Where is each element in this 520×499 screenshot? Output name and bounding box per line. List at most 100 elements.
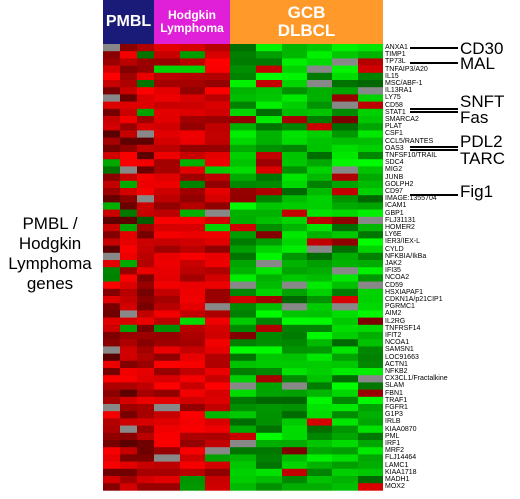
heatmap-cell (103, 188, 120, 196)
heatmap-cell (282, 231, 307, 239)
heatmap-cell (137, 483, 154, 491)
heatmap-cell (180, 87, 205, 95)
heatmap-cell (205, 72, 230, 81)
heatmap-cell (256, 267, 282, 275)
heatmap-cell (120, 468, 137, 477)
expression-heatmap (103, 44, 383, 491)
heatmap-cell (332, 202, 358, 210)
heatmap-cell (282, 418, 307, 426)
gene-label: SMARCA2 (385, 116, 419, 123)
heatmap-cell (120, 137, 137, 146)
heatmap-cell (307, 116, 332, 124)
marker-line (410, 146, 458, 148)
heatmap-cell (137, 152, 154, 160)
gene-label: GBP1 (385, 209, 404, 217)
heatmap-cell (120, 44, 137, 52)
heatmap-cell (205, 404, 230, 412)
heatmap-cell (307, 317, 332, 326)
heatmap-cell (256, 360, 282, 369)
heatmap-cell (282, 447, 307, 455)
heatmap-cell (256, 339, 282, 347)
heatmap-cell (256, 188, 282, 196)
heatmap-cell (137, 123, 154, 131)
heatmap-cell (307, 368, 332, 376)
heatmap-cell (120, 425, 137, 434)
heatmap-cell (332, 152, 358, 160)
heatmap-cell (103, 209, 120, 218)
heatmap-cell (230, 195, 256, 203)
heatmap-cell (256, 101, 282, 110)
heatmap-cell (307, 123, 332, 131)
heatmap-cell (180, 101, 205, 110)
gene-label: JUNB (385, 173, 404, 181)
heatmap-cell (358, 252, 383, 261)
heatmap-cell (103, 274, 120, 282)
heatmap-cell (120, 281, 137, 290)
gene-label: G1P3 (385, 411, 403, 419)
heatmap-cell (358, 324, 383, 333)
heatmap-cell (282, 375, 307, 383)
heatmap-cell (332, 260, 358, 268)
heatmap-cell (103, 368, 120, 376)
heatmap-cell (120, 447, 137, 455)
heatmap-cell (154, 360, 180, 369)
heatmap-cell (332, 130, 358, 138)
heatmap-cell (205, 389, 230, 398)
heatmap-cell (307, 310, 332, 318)
hodgkin-header: Hodgkin Lymphoma (154, 0, 230, 44)
heatmap-cell (120, 144, 137, 153)
gcb-header-label: GCB DLBCL (278, 4, 336, 40)
heatmap-cell (307, 281, 332, 290)
heatmap-cell (180, 245, 205, 254)
heatmap-cell (137, 461, 154, 470)
heatmap-cell (103, 116, 120, 124)
heatmap-cell (180, 180, 205, 189)
heatmap-cell (137, 87, 154, 95)
heatmap-cell (256, 51, 282, 59)
heatmap-cell (120, 216, 137, 225)
gene-label: PML (385, 432, 400, 440)
heatmap-cell (282, 281, 307, 290)
heatmap-cell (358, 440, 383, 448)
heatmap-cell (282, 468, 307, 477)
heatmap-cell (137, 101, 154, 110)
heatmap-cell (120, 440, 137, 448)
heatmap-cell (137, 180, 154, 189)
heatmap-cell (137, 476, 154, 484)
heatmap-cell (205, 108, 230, 117)
gene-label: CCL5/RANTES (385, 137, 434, 145)
heatmap-cell (120, 288, 137, 297)
heatmap-cell (180, 108, 205, 117)
heatmap-cell (103, 346, 120, 354)
heatmap-cell (358, 411, 383, 419)
heatmap-cell (282, 209, 307, 218)
heatmap-cell (205, 346, 230, 354)
heatmap-cell (230, 432, 256, 441)
heatmap-cell (154, 51, 180, 59)
side-label-line2: Hodgkin (18, 234, 82, 254)
heatmap-cell (358, 180, 383, 189)
heatmap-cell (332, 310, 358, 318)
heatmap-cell (256, 195, 282, 203)
heatmap-cell (205, 440, 230, 448)
heatmap-cell (332, 224, 358, 232)
heatmap-cell (205, 476, 230, 484)
gene-label: LY6E (385, 231, 402, 239)
heatmap-cell (256, 209, 282, 218)
heatmap-cell (154, 166, 180, 174)
heatmap-cell (282, 202, 307, 210)
marker-line (410, 111, 458, 113)
heatmap-cell (120, 274, 137, 282)
heatmap-cell (180, 130, 205, 138)
gene-label: CYLD (385, 245, 404, 253)
heatmap-cell (205, 173, 230, 182)
heatmap-cell (103, 432, 120, 441)
heatmap-cell (180, 303, 205, 311)
heatmap-cell (154, 404, 180, 412)
heatmap-cell (137, 425, 154, 434)
heatmap-cell (154, 288, 180, 297)
heatmap-cell (205, 58, 230, 66)
heatmap-cell (103, 216, 120, 225)
heatmap-cell (230, 94, 256, 102)
heatmap-cell (180, 317, 205, 326)
